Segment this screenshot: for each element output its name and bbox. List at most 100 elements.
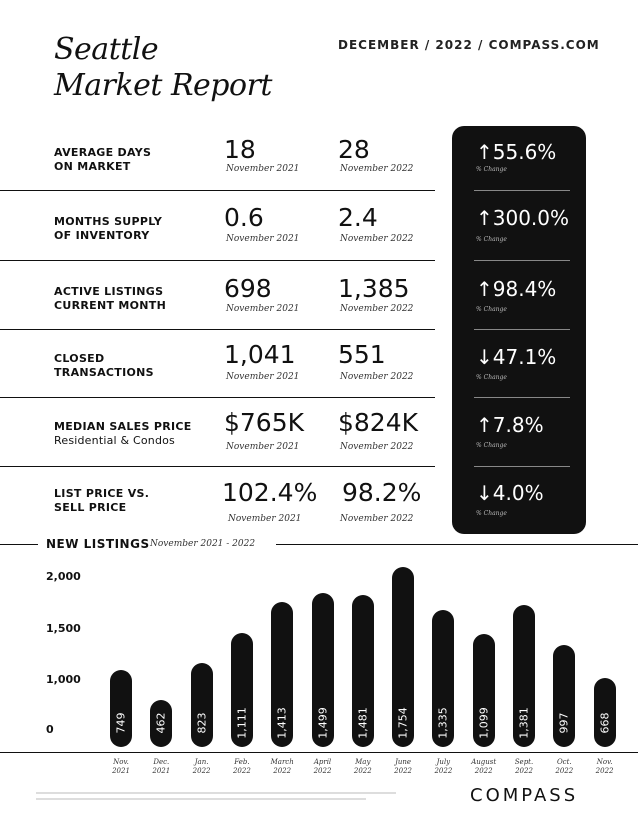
metric-label-line-2: Residential & Condos xyxy=(54,434,175,447)
change-value: ↑98.4% xyxy=(476,277,557,301)
chart-bar xyxy=(190,662,213,747)
value-2022: 2.4 xyxy=(338,203,378,232)
report-title: Seattle Market Report xyxy=(54,32,272,104)
value-2022: 551 xyxy=(338,340,386,369)
panel-divider xyxy=(474,329,570,330)
metric-label-line-1: MONTHS SUPPLY xyxy=(54,215,163,228)
metric-label-line-1: CLOSED xyxy=(54,352,105,365)
change-caption: % Change xyxy=(476,510,507,517)
chart-bar xyxy=(150,699,173,747)
metric-label-line-1: AVERAGE DAYS xyxy=(54,146,152,159)
chart-bar xyxy=(271,602,294,747)
bar-value-label: 997 xyxy=(557,712,571,734)
metric-label-line-2: OF INVENTORY xyxy=(54,229,150,242)
change-caption: % Change xyxy=(476,306,507,313)
section-rule-left xyxy=(0,544,38,545)
metric-label: MEDIAN SALES PRICE Residential & Condos xyxy=(54,420,192,448)
title-line-2: Market Report xyxy=(54,68,272,103)
bar-value-label: 823 xyxy=(195,712,209,734)
chart-bar xyxy=(230,633,253,747)
footnote-line xyxy=(36,798,366,800)
bar-value-label: 1,111 xyxy=(235,707,249,739)
bar-value-label: 668 xyxy=(598,712,612,734)
date-2022: November 2022 xyxy=(340,372,414,382)
bar-value-label: 1,499 xyxy=(316,707,329,739)
x-tick-label: April 2022 xyxy=(313,758,332,775)
metric-label: ACTIVE LISTINGS CURRENT MONTH xyxy=(54,285,166,313)
bar-value-label: 1,413 xyxy=(275,707,289,739)
chart-bar xyxy=(472,634,495,747)
x-tick-label: Dec. 2021 xyxy=(152,758,171,775)
metric-row-median-sales-price: MEDIAN SALES PRICE Residential & Condos … xyxy=(0,398,435,467)
chart-baseline xyxy=(0,752,638,753)
change-value: ↑7.8% xyxy=(476,413,544,437)
x-tick-label: June 2022 xyxy=(394,758,412,775)
metric-row-months-supply: MONTHS SUPPLY OF INVENTORY 0.6 November … xyxy=(0,191,435,261)
section-rule-right xyxy=(276,544,638,545)
panel-divider xyxy=(474,260,570,261)
metric-label-line-2: SELL PRICE xyxy=(54,501,127,514)
change-caption: % Change xyxy=(476,442,507,449)
y-tick-label: 1,000 xyxy=(46,673,81,686)
metric-label-line-1: ACTIVE LISTINGS xyxy=(54,285,164,298)
chart-bar xyxy=(432,610,455,747)
change-value: ↓47.1% xyxy=(476,345,557,369)
value-2021: 102.4% xyxy=(222,478,318,507)
date-2022: November 2022 xyxy=(340,442,414,452)
value-2021: 1,041 xyxy=(224,340,296,369)
change-value: ↑300.0% xyxy=(476,206,570,230)
date-2021: November 2021 xyxy=(226,442,300,452)
x-tick-label: Nov. 2022 xyxy=(595,758,614,775)
date-2022: November 2022 xyxy=(340,234,414,244)
new-listings-title: NEW LISTINGS xyxy=(46,537,150,551)
date-2021: November 2021 xyxy=(226,372,300,382)
value-2021: 698 xyxy=(224,274,272,303)
value-2021: $765K xyxy=(224,408,305,437)
x-tick-label: Oct. 2022 xyxy=(555,758,574,775)
title-line-1: Seattle xyxy=(54,32,159,67)
date-2021: November 2021 xyxy=(226,304,300,314)
chart-bar xyxy=(553,644,576,747)
metric-row-active-listings: ACTIVE LISTINGS CURRENT MONTH 698 Novemb… xyxy=(0,261,435,330)
header-date-site: DECEMBER / 2022 / COMPASS.COM xyxy=(338,38,600,52)
chart-bar xyxy=(392,567,415,747)
metric-label: LIST PRICE VS. SELL PRICE xyxy=(54,487,149,515)
value-2021: 0.6 xyxy=(224,203,264,232)
metric-label-line-2: TRANSACTIONS xyxy=(54,366,154,379)
x-tick-label: March 2022 xyxy=(270,758,294,775)
bar-value-label: 749 xyxy=(114,712,128,734)
bar-value-label: 1,381 xyxy=(517,707,531,739)
panel-divider xyxy=(474,466,570,467)
date-2022: November 2022 xyxy=(340,304,414,314)
change-caption: % Change xyxy=(476,236,507,243)
metric-label-line-2: ON MARKET xyxy=(54,160,131,173)
date-2021: November 2021 xyxy=(226,234,300,244)
panel-divider xyxy=(474,397,570,398)
bar-value-label: 1,754 xyxy=(396,707,410,739)
metric-row-closed-transactions: CLOSED TRANSACTIONS 1,041 November 2021 … xyxy=(0,330,435,398)
value-2022: 98.2% xyxy=(342,478,422,507)
x-tick-label: Nov. 2021 xyxy=(112,758,130,775)
date-2021: November 2021 xyxy=(228,514,302,524)
metric-label-line-1: MEDIAN SALES PRICE xyxy=(54,420,192,433)
x-tick-label: July 2022 xyxy=(434,758,453,775)
change-caption: % Change xyxy=(476,374,507,381)
y-tick-label: 0 xyxy=(46,723,54,736)
date-2022: November 2022 xyxy=(340,164,414,174)
metric-label: CLOSED TRANSACTIONS xyxy=(54,352,154,380)
bar-value-label: 1,335 xyxy=(436,707,450,739)
panel-divider xyxy=(474,190,570,191)
change-value: ↑55.6% xyxy=(476,140,557,164)
chart-bar xyxy=(311,593,334,747)
percent-change-panel: ↑55.6% % Change ↑300.0% % Change ↑98.4% … xyxy=(452,126,586,534)
metric-label-line-2: CURRENT MONTH xyxy=(54,299,167,312)
y-tick-label: 1,500 xyxy=(46,622,81,635)
change-caption: % Change xyxy=(476,166,507,173)
metric-row-list-vs-sell: LIST PRICE VS. SELL PRICE 102.4% Novembe… xyxy=(0,467,435,537)
chart-bar xyxy=(351,595,374,747)
value-2022: $824K xyxy=(338,408,419,437)
metric-row-days-on-market: AVERAGE DAYS ON MARKET 18 November 2021 … xyxy=(0,124,435,191)
date-2021: November 2021 xyxy=(226,164,300,174)
bar-value-label: 1,481 xyxy=(356,707,370,739)
x-tick-label: Sept. 2022 xyxy=(514,758,534,775)
